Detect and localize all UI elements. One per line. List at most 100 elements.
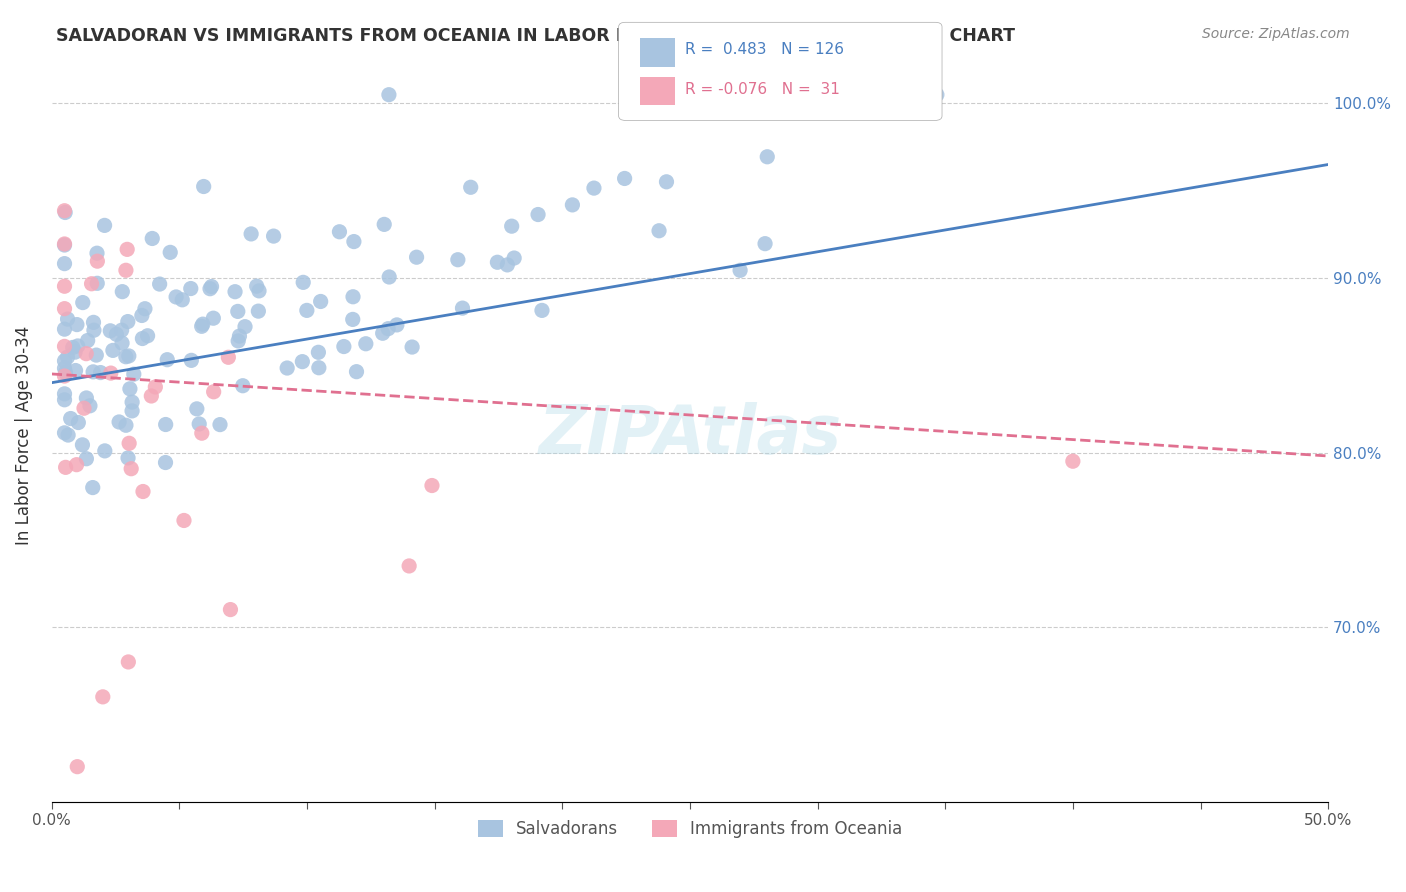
Point <box>122 367 145 381</box>
Point <box>165 290 187 304</box>
Point <box>62 341 84 355</box>
Point <box>159 245 181 260</box>
Point <box>191 317 214 331</box>
Point <box>373 218 395 232</box>
Point <box>333 339 356 353</box>
Point <box>188 417 211 431</box>
Point <box>63 345 86 359</box>
Point <box>67 416 90 430</box>
Point <box>111 285 134 299</box>
Point <box>105 327 128 342</box>
Point <box>292 276 315 290</box>
Point <box>66 318 89 332</box>
Point <box>398 558 420 573</box>
Point <box>80 277 103 291</box>
Point <box>75 451 97 466</box>
Point <box>114 350 136 364</box>
Point <box>53 301 76 316</box>
Point <box>55 460 77 475</box>
Point <box>405 250 427 264</box>
Point <box>217 351 239 365</box>
Point <box>276 361 298 376</box>
Point <box>451 301 474 315</box>
Point <box>53 369 76 384</box>
Point <box>101 343 124 358</box>
Point <box>754 236 776 251</box>
Point <box>134 301 156 316</box>
Point <box>247 304 270 318</box>
Point <box>84 348 107 362</box>
Point <box>155 417 177 432</box>
Point <box>728 263 751 277</box>
Point <box>295 303 318 318</box>
Point <box>115 418 138 433</box>
Point <box>53 237 76 252</box>
Point <box>141 231 163 245</box>
Point <box>117 655 139 669</box>
Point <box>246 279 269 293</box>
Point <box>121 404 143 418</box>
Point <box>120 461 142 475</box>
Point <box>308 360 330 375</box>
Point <box>132 484 155 499</box>
Text: R = -0.076   N =  31: R = -0.076 N = 31 <box>685 82 839 96</box>
Point <box>155 456 177 470</box>
Point <box>240 227 263 241</box>
Point <box>501 219 523 234</box>
Point <box>309 294 332 309</box>
Point <box>118 349 141 363</box>
Point <box>247 284 270 298</box>
Point <box>143 380 166 394</box>
Point <box>75 346 97 360</box>
Point <box>385 318 408 332</box>
Point <box>72 295 94 310</box>
Point <box>233 319 256 334</box>
Point <box>82 365 104 379</box>
Point <box>180 353 202 368</box>
Point <box>118 382 141 396</box>
Point <box>86 246 108 260</box>
Point <box>82 481 104 495</box>
Point <box>486 255 509 269</box>
Point <box>648 224 671 238</box>
Point <box>75 391 97 405</box>
Point <box>378 270 401 285</box>
Point <box>208 417 231 432</box>
Point <box>191 426 214 441</box>
Point <box>111 336 134 351</box>
Point <box>346 365 368 379</box>
Point <box>401 340 423 354</box>
Point <box>108 415 131 429</box>
Point <box>198 282 221 296</box>
Point <box>342 290 364 304</box>
Point <box>186 401 208 416</box>
Point <box>59 411 82 425</box>
Point <box>925 87 948 102</box>
Point <box>73 401 96 416</box>
Point <box>56 428 79 442</box>
Point <box>561 198 583 212</box>
Point <box>83 323 105 337</box>
Point <box>115 263 138 277</box>
Point <box>89 366 111 380</box>
Point <box>1062 454 1084 468</box>
Point <box>613 171 636 186</box>
Point <box>131 331 153 345</box>
Text: R =  0.483   N = 126: R = 0.483 N = 126 <box>685 42 844 56</box>
Point <box>307 345 329 359</box>
Point <box>228 329 250 343</box>
Point <box>53 361 76 376</box>
Point <box>219 602 242 616</box>
Point <box>582 181 605 195</box>
Point <box>136 328 159 343</box>
Point <box>756 150 779 164</box>
Point <box>53 387 76 401</box>
Point <box>447 252 470 267</box>
Y-axis label: In Labor Force | Age 30-34: In Labor Force | Age 30-34 <box>15 326 32 545</box>
Point <box>53 257 76 271</box>
Point <box>190 319 212 334</box>
Point <box>655 175 678 189</box>
Point <box>115 243 138 257</box>
Point <box>121 395 143 409</box>
Point <box>343 235 366 249</box>
